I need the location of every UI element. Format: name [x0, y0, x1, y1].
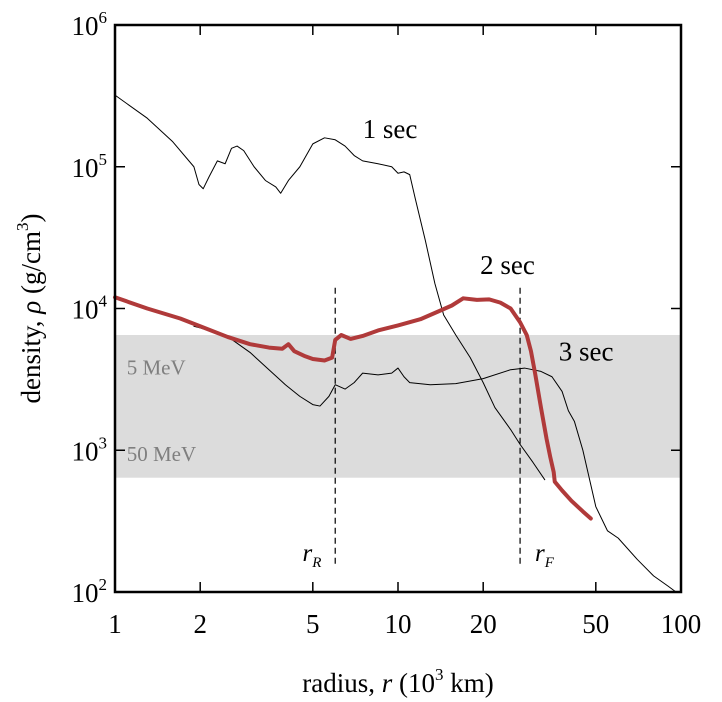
plot-frame [113, 23, 683, 594]
series-line-2 [193, 325, 677, 593]
energy-band: 5 MeV 50 MeV [115, 335, 681, 478]
y-tick-label: 102 [72, 575, 108, 608]
axis-ticks: 1 2 5 10 20 50 100 102 103 104 105 106 [72, 8, 702, 639]
x-axis-label: radius, r (103 km) [302, 665, 494, 698]
x-tick-label: 100 [661, 609, 702, 639]
y-tick-label: 103 [72, 433, 108, 466]
x-tick-label: 2 [193, 609, 207, 639]
marker-label: rR [303, 540, 322, 571]
band-label: 5 MeV [127, 355, 186, 379]
energy-band-area [115, 335, 681, 478]
x-tick-label: 10 [385, 609, 412, 639]
band-label: 50 MeV [127, 442, 196, 466]
y-axis-label: density, ρ (g/cm3) [13, 214, 46, 404]
marker-label: rF [535, 540, 555, 571]
y-tick-label: 106 [72, 8, 108, 41]
curve-annotation: 2 sec [480, 250, 535, 280]
y-tick-label: 104 [72, 292, 108, 325]
density-curves [113, 94, 677, 593]
series-line-1 [114, 94, 546, 481]
x-tick-label: 1 [108, 609, 122, 639]
axis-labels: radius, r (103 km) density, ρ (g/cm3) [13, 214, 494, 698]
curve-annotations: 1 sec 2 sec 3 sec [363, 114, 614, 367]
curve-annotation: 3 sec [559, 336, 614, 366]
curve-annotation: 1 sec [363, 114, 418, 144]
radius-markers: rR rF [303, 287, 555, 571]
y-tick-label: 105 [72, 150, 108, 183]
x-tick-label: 50 [582, 609, 609, 639]
x-tick-label: 20 [470, 609, 497, 639]
x-tick-label: 5 [306, 609, 320, 639]
series-line-3 [113, 295, 593, 521]
